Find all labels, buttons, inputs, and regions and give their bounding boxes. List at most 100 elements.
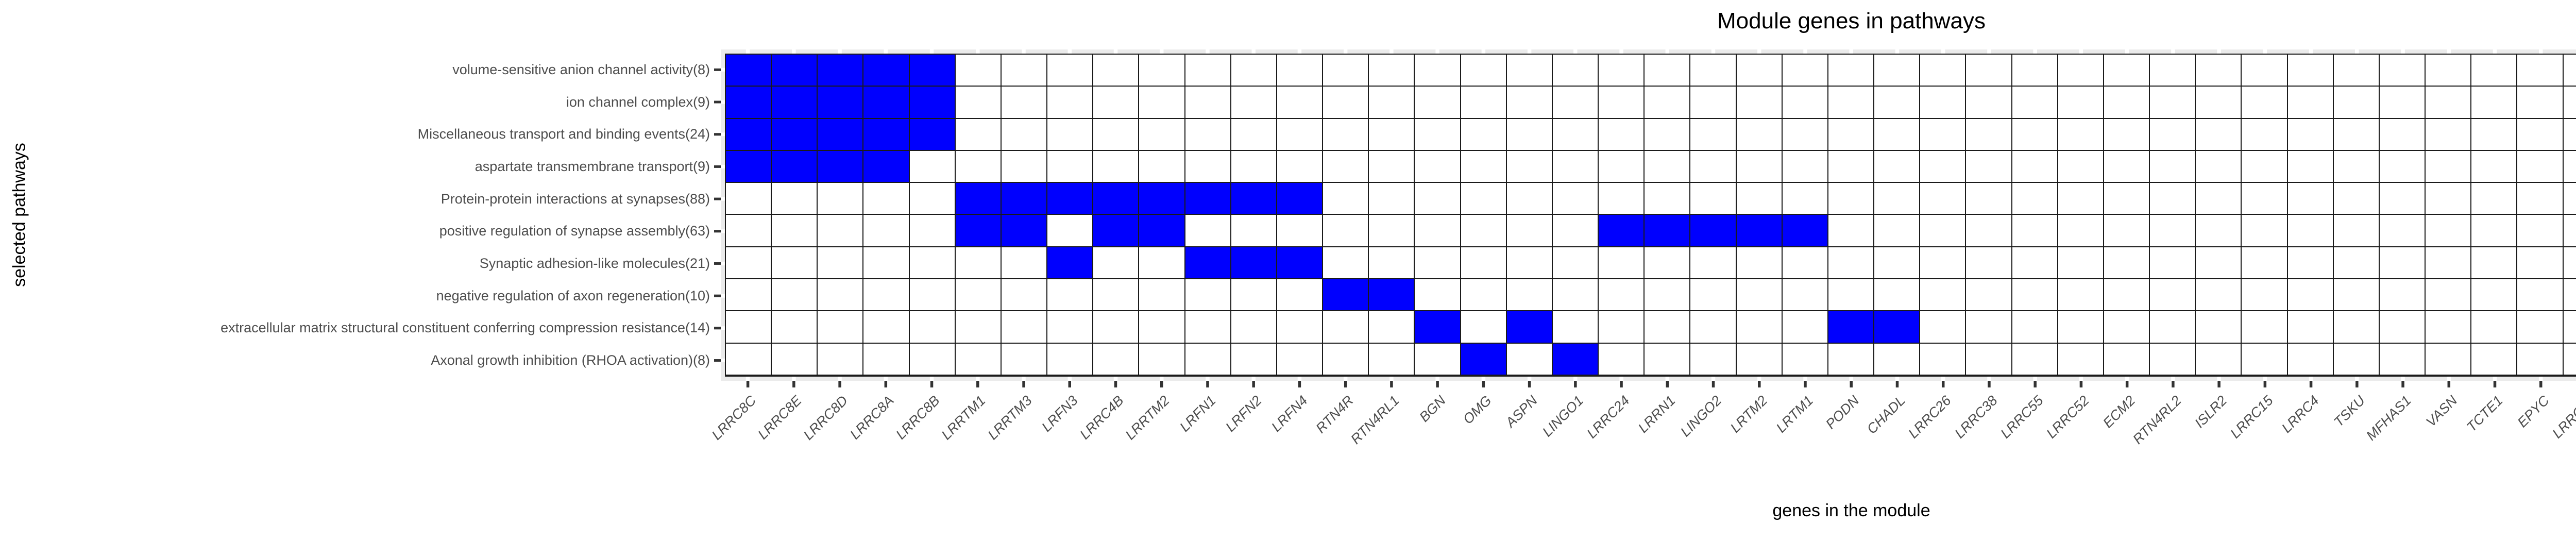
heatmap-cell — [1277, 87, 1324, 119]
heatmap-cell — [1185, 183, 1231, 215]
heatmap-cell — [2012, 55, 2058, 87]
heatmap-cell — [2563, 119, 2576, 151]
heatmap-cell — [1599, 247, 1645, 280]
heatmap-cell — [909, 150, 956, 183]
heatmap-cell — [2333, 311, 2380, 344]
heatmap-cell — [1139, 150, 1185, 183]
heatmap-cell — [2058, 87, 2104, 119]
panel-expand-band-left — [721, 54, 725, 377]
heatmap-cell — [2012, 279, 2058, 312]
heatmap-cell — [1828, 215, 1875, 247]
heatmap-cell — [1552, 279, 1599, 312]
heatmap-cell — [2196, 247, 2242, 280]
heatmap-cell — [1736, 311, 1783, 344]
heatmap-cell — [909, 311, 956, 344]
heatmap-cell — [955, 55, 1002, 87]
y-tick-label: Miscellaneous transport and binding even… — [417, 126, 710, 142]
heatmap-cell — [1231, 247, 1277, 280]
heatmap-cell — [726, 343, 772, 376]
heatmap-cell — [2058, 279, 2104, 312]
heatmap-cell — [1690, 279, 1737, 312]
heatmap-cell — [1552, 150, 1599, 183]
heatmap-cell — [2242, 150, 2288, 183]
heatmap-cell — [1828, 311, 1875, 344]
heatmap-cell — [1093, 183, 1140, 215]
heatmap-cell — [1369, 87, 1415, 119]
heatmap-cell — [2426, 87, 2472, 119]
heatmap-cell — [1231, 55, 1277, 87]
heatmap-cell — [1185, 150, 1231, 183]
heatmap-cell — [1093, 150, 1140, 183]
heatmap-cell — [726, 87, 772, 119]
heatmap-cell — [1139, 279, 1185, 312]
heatmap-cell — [772, 183, 818, 215]
heatmap-cell — [818, 87, 864, 119]
y-axis-title: selected pathways — [9, 143, 29, 287]
heatmap-cell — [1047, 311, 1094, 344]
heatmap-cell — [1415, 343, 1461, 376]
heatmap-cell — [1185, 215, 1231, 247]
heatmap-cell — [863, 119, 910, 151]
heatmap-cell — [2471, 150, 2518, 183]
heatmap-cell — [2517, 279, 2564, 312]
heatmap-cell — [863, 279, 910, 312]
heatmap-cell — [1415, 150, 1461, 183]
heatmap-cell — [863, 311, 910, 344]
heatmap-cell — [1231, 343, 1277, 376]
heatmap-cell — [1828, 150, 1875, 183]
heatmap-cell — [1369, 311, 1415, 344]
heatmap-cell — [726, 215, 772, 247]
heatmap-cell — [2379, 87, 2426, 119]
heatmap-cell — [1782, 87, 1828, 119]
heatmap-cell — [1645, 55, 1691, 87]
heatmap-cell — [1736, 87, 1783, 119]
heatmap-cell — [1415, 119, 1461, 151]
heatmap-cell — [2426, 343, 2472, 376]
heatmap-cell — [1001, 247, 1048, 280]
heatmap-cell — [1047, 119, 1094, 151]
heatmap-cell — [2333, 279, 2380, 312]
heatmap-cell — [2517, 150, 2564, 183]
heatmap-cell — [1139, 183, 1185, 215]
heatmap-cell — [1920, 87, 1967, 119]
heatmap-cell — [2196, 343, 2242, 376]
heatmap-cell — [1874, 311, 1921, 344]
heatmap-cell — [1599, 150, 1645, 183]
heatmap-cell — [909, 183, 956, 215]
heatmap-cell — [1277, 215, 1324, 247]
heatmap-cell — [1323, 87, 1369, 119]
heatmap-cell — [1415, 55, 1461, 87]
heatmap-cell — [2242, 247, 2288, 280]
heatmap-cell — [1323, 119, 1369, 151]
heatmap-cell — [2196, 87, 2242, 119]
y-tick-label: extracellular matrix structural constitu… — [221, 320, 710, 336]
heatmap-cell — [772, 55, 818, 87]
chart-title: Module genes in pathways — [1717, 8, 1986, 33]
heatmap-cell — [909, 87, 956, 119]
heatmap-cell — [1277, 119, 1324, 151]
heatmap-cell — [2196, 55, 2242, 87]
heatmap-cell — [2563, 150, 2576, 183]
heatmap-cell — [2563, 311, 2576, 344]
heatmap-cell — [2287, 279, 2334, 312]
heatmap-cell — [2379, 150, 2426, 183]
heatmap-cell — [2104, 119, 2150, 151]
heatmap-cell — [1277, 183, 1324, 215]
heatmap-cell — [2150, 87, 2196, 119]
heatmap-cell — [1736, 343, 1783, 376]
heatmap-cell — [1461, 150, 1507, 183]
heatmap-cell — [772, 215, 818, 247]
heatmap-cell — [2242, 55, 2288, 87]
heatmap-cell — [1461, 87, 1507, 119]
heatmap-cell — [2287, 87, 2334, 119]
heatmap-cell — [1093, 279, 1140, 312]
heatmap-cell — [1782, 247, 1828, 280]
heatmap-cell — [2058, 311, 2104, 344]
heatmap-cell — [1185, 55, 1231, 87]
heatmap-cell — [2563, 55, 2576, 87]
heatmap-cell — [1506, 311, 1553, 344]
heatmap-cell — [2287, 183, 2334, 215]
heatmap-cell — [1001, 311, 1048, 344]
heatmap-cell — [909, 215, 956, 247]
